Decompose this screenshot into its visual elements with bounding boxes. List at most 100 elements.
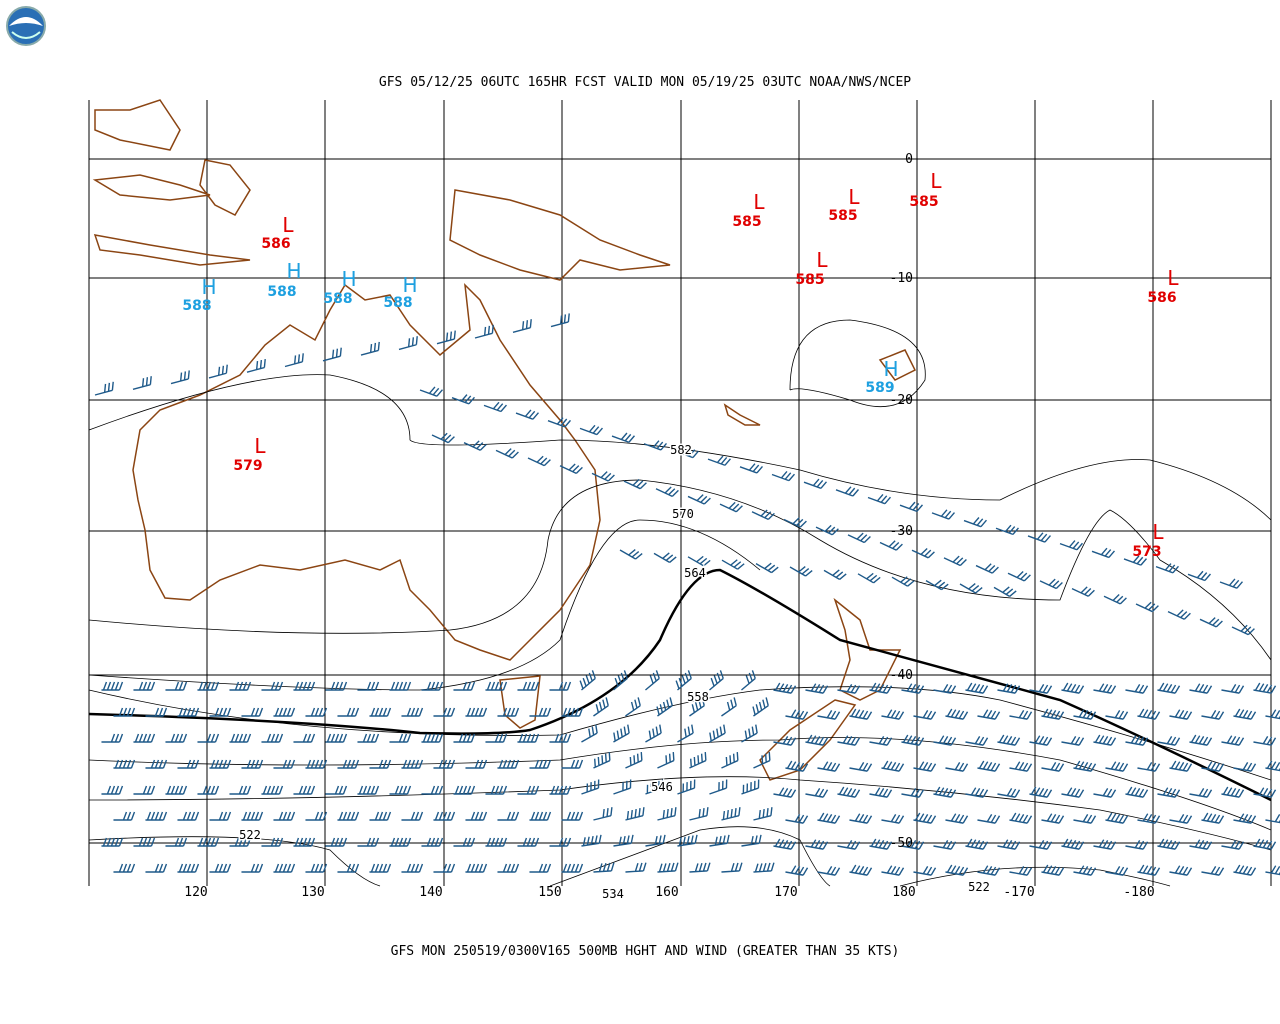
wind-barb [741,670,756,691]
wind-barb [389,837,412,847]
wind-barb [975,563,999,574]
wind-barb [901,734,925,746]
wind-barb [559,463,583,474]
wind-barb [453,733,476,743]
wind-barb [465,707,488,717]
wind-barb [401,759,424,769]
wind-barb [1073,865,1097,876]
wind-barb [1189,839,1213,850]
wind-barb [273,863,296,873]
wind-barb [1155,563,1180,574]
wind-barb [1233,864,1257,876]
wind-barb [913,812,937,824]
wind-barb [959,583,983,594]
wind-barb [1041,762,1065,772]
wind-barb [197,785,220,795]
wind-barb [433,863,456,873]
wind-barb [419,386,444,397]
wind-barb [785,760,809,772]
wind-barb [512,319,532,333]
wind-barb [465,759,488,769]
wind-barb [656,697,673,717]
wind-barb [495,448,519,459]
center-value: 586 [261,236,290,252]
wind-barb [177,707,200,717]
wind-barb [1265,814,1280,824]
wind-barb [1073,760,1097,772]
wind-barb [483,401,508,413]
lon-label: 170 [774,885,797,900]
wind-barb [241,707,264,717]
wind-barb [1253,736,1277,746]
wind-barb [165,785,188,795]
lon-label: 140 [419,885,442,900]
wind-barb [741,779,760,795]
wind-barb [1061,736,1085,746]
wind-barb [945,813,969,824]
wind-barb [325,837,348,847]
wind-barb [1157,736,1181,746]
wind-barb [369,863,392,873]
wind-barb [529,759,552,769]
wind-barb [755,562,779,574]
wind-barb [305,707,328,717]
wind-barb [113,811,136,821]
center-symbol: L [282,213,294,237]
contour-label: 564 [684,566,706,580]
wind-barb [1105,866,1129,876]
wind-barb [709,670,724,691]
wind-barb [369,811,392,821]
wind-barb [241,811,264,821]
wind-barb [101,785,124,795]
wind-barb [721,862,743,873]
wind-barb [1009,866,1033,876]
center-value: 585 [795,272,824,288]
wind-barb [943,555,967,567]
wind-barb [837,684,861,694]
wind-barb [113,707,136,717]
wind-barb [655,486,679,498]
wind-barb [1137,813,1161,824]
wind-barb [1265,865,1280,876]
wind-barb [1157,787,1181,798]
wind-barb [517,785,540,795]
wind-barb [753,751,771,769]
wind-barb [785,865,809,876]
wind-barb [550,313,570,328]
wind-barb [1103,594,1127,605]
wind-barb [835,486,860,497]
wind-barb [913,761,937,772]
wind-barb [369,707,392,717]
wind-barb [1105,761,1129,772]
wind-barb [1041,813,1065,824]
wind-barb [197,733,220,743]
wind-barb [1201,812,1225,824]
wind-barb [436,330,456,345]
lon-label: 120 [184,885,207,900]
wind-barb [433,707,456,717]
wind-barb [965,838,989,850]
wind-barb [337,863,360,873]
wind-barb [901,788,925,798]
wind-barb [261,837,284,847]
wind-barb [721,751,739,769]
wind-barb [645,724,662,743]
wind-barb [837,840,861,850]
wind-barb [305,863,328,873]
wind-barbs [94,313,1280,876]
wind-barb [170,370,190,385]
wind-barb [913,710,937,720]
wind-barb [881,865,905,876]
wind-barb [721,697,737,717]
wind-barb [527,455,551,467]
wind-barb [165,837,188,847]
wind-barb [293,733,316,743]
wind-barb [867,493,892,505]
wind-barb [945,864,969,876]
wind-barb [145,759,168,769]
wind-barb [965,787,989,798]
wind-barb [1041,708,1065,720]
wind-barb [197,681,220,691]
wind-barb [485,837,508,847]
wind-barb [1137,762,1161,772]
